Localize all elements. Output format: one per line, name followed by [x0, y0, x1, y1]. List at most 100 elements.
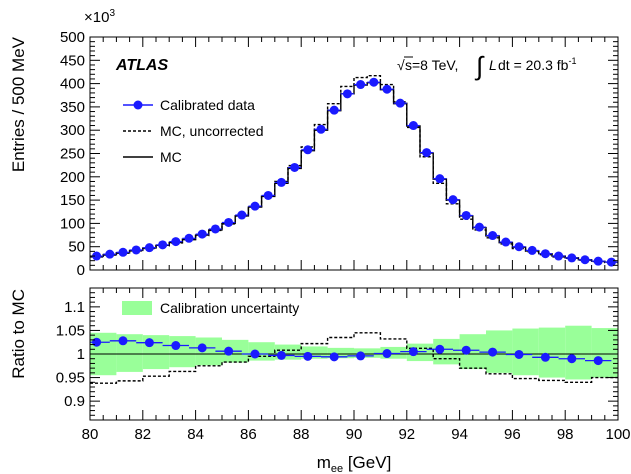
- ratio-data-point: [118, 336, 128, 346]
- y-tick-label: 400: [60, 76, 85, 93]
- ratio-data-point: [197, 343, 207, 353]
- x-tick-label: 100: [605, 426, 630, 443]
- x-tick-label: 80: [82, 426, 99, 443]
- data-point: [435, 174, 445, 184]
- data-point: [171, 237, 181, 247]
- ratio-data-point: [171, 341, 181, 351]
- ratio-y-tick-label: 1.1: [64, 299, 85, 316]
- integral-symbol: ∫: [474, 51, 485, 81]
- energy-text: s=8 TeV,: [405, 57, 458, 73]
- ratio-data-point: [224, 346, 234, 356]
- calibration-band-bin: [538, 327, 566, 378]
- ratio-data-point: [461, 345, 471, 355]
- ratio-data-point: [382, 349, 392, 359]
- y-axis-title-ratio: Ratio to MC: [9, 289, 28, 379]
- data-point: [210, 224, 220, 234]
- data-point: [448, 195, 458, 205]
- ratio-data-point: [488, 347, 498, 357]
- ratio-data-point: [92, 337, 102, 347]
- x-tick-label: 98: [557, 426, 574, 443]
- data-point: [316, 124, 326, 134]
- y-tick-label: 250: [60, 146, 85, 163]
- data-point: [369, 77, 379, 87]
- ratio-data-point: [356, 351, 366, 361]
- data-point: [408, 121, 418, 131]
- y-tick-label: 500: [60, 29, 85, 46]
- data-point: [422, 148, 432, 158]
- data-point: [92, 251, 102, 261]
- y-multiplier: ×103: [84, 8, 115, 26]
- data-point: [461, 210, 471, 220]
- x-tick-label: 88: [293, 426, 310, 443]
- data-point: [501, 237, 511, 247]
- data-point: [237, 210, 247, 220]
- calibration-band-bin: [565, 325, 592, 380]
- ratio-y-tick-label: 1: [77, 346, 85, 363]
- x-tick-label: 82: [134, 426, 151, 443]
- luminosity-label: √ s=8 TeV, ∫ L dt = 20.3 fb-1: [397, 51, 576, 81]
- data-point: [329, 105, 339, 115]
- data-point: [554, 251, 564, 261]
- ratio-data-point: [250, 349, 260, 359]
- data-point: [488, 231, 498, 241]
- data-point: [224, 217, 234, 227]
- y-tick-label: 50: [68, 239, 85, 256]
- lumi-text: dt = 20.3 fb-1: [498, 56, 576, 73]
- ratio-data-point: [276, 350, 286, 360]
- data-point: [527, 245, 537, 255]
- y-tick-label: 0: [77, 262, 85, 279]
- calibration-band-bin: [169, 336, 196, 368]
- data-point: [342, 89, 352, 99]
- data-point: [514, 242, 524, 252]
- data-point: [197, 229, 207, 239]
- data-point: [118, 247, 128, 257]
- y-tick-label: 200: [60, 169, 85, 186]
- data-point: [263, 190, 273, 200]
- data-point: [158, 240, 168, 250]
- data-point: [593, 256, 603, 266]
- legend-label-mc: MC: [160, 149, 182, 165]
- ratio-y-tick-label: 0.95: [56, 370, 85, 387]
- x-tick-label: 86: [240, 426, 257, 443]
- data-point: [105, 249, 115, 259]
- ratio-data-point: [567, 354, 577, 364]
- data-point: [144, 243, 154, 253]
- x-tick-label: 96: [504, 426, 521, 443]
- legend-marker-data: [133, 100, 143, 110]
- data-point: [290, 162, 300, 172]
- data-point: [250, 201, 260, 211]
- data-point: [567, 253, 577, 263]
- ratio-data-point: [408, 347, 418, 357]
- ratio-mc-uncorrected-histogram: [90, 332, 618, 384]
- ratio-data-point: [593, 356, 603, 366]
- data-point: [474, 222, 484, 232]
- legend-swatch-calibration-band: [122, 301, 152, 315]
- ratio-y-tick-label: 1.05: [56, 322, 85, 339]
- ratio-panel: 0.9 0.95 1 1.05 1.1 80 82 84 86 88 90 92 94 96 98 100 R…: [9, 287, 631, 474]
- y-axis-title-main: Entries / 500 MeV: [9, 36, 28, 172]
- ratio-data-point: [435, 344, 445, 354]
- y-tick-label: 350: [60, 99, 85, 116]
- data-point: [131, 245, 141, 255]
- x-tick-label: 94: [451, 426, 468, 443]
- calibration-band-bin: [591, 328, 618, 378]
- y-tick-label: 450: [60, 52, 85, 69]
- data-point: [606, 257, 616, 267]
- ratio-y-tick-label: 0.9: [64, 393, 85, 410]
- legend-label-calibration-band: Calibration uncertainty: [160, 300, 299, 316]
- data-point: [303, 145, 313, 155]
- sqrt-symbol: √: [397, 57, 405, 73]
- data-point: [184, 233, 194, 243]
- ratio-data-point: [303, 351, 313, 361]
- ratio-data-point: [329, 352, 339, 362]
- main-legend: Calibrated data MC, uncorrected MC: [123, 97, 263, 165]
- data-point: [395, 98, 405, 108]
- data-point: [276, 177, 286, 187]
- x-axis-title: mee [GeV]: [317, 453, 392, 474]
- legend-label-data: Calibrated data: [160, 97, 255, 113]
- y-tick-label: 300: [60, 122, 85, 139]
- data-point: [356, 80, 366, 90]
- x-tick-label: 90: [346, 426, 363, 443]
- ratio-legend: Calibration uncertainty: [122, 300, 299, 316]
